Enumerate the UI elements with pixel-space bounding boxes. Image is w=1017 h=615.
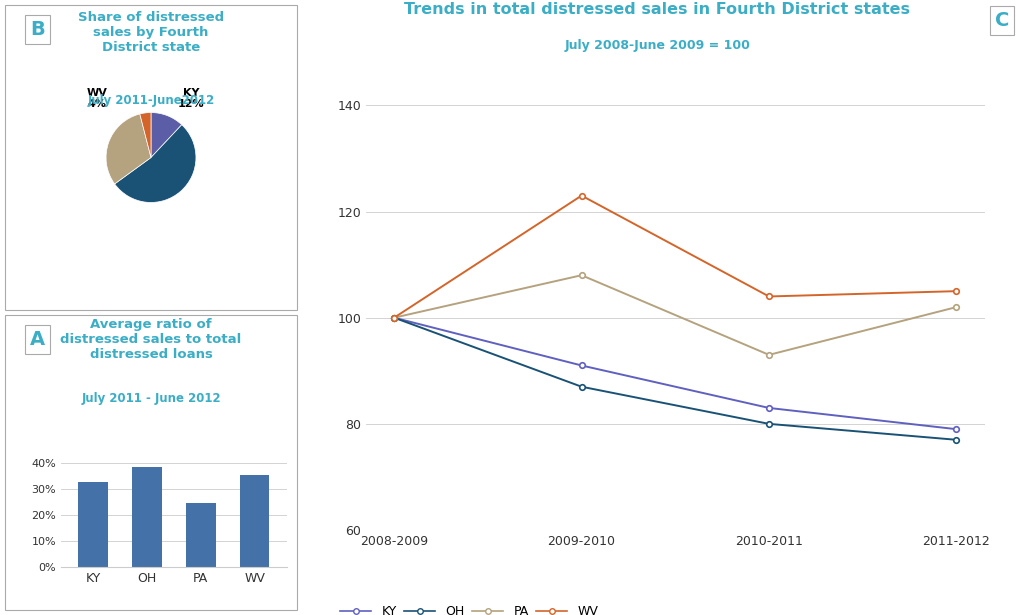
Text: WV
4%: WV 4% xyxy=(87,88,108,109)
Text: July 2011-June2012: July 2011-June2012 xyxy=(87,94,215,107)
Wedge shape xyxy=(151,113,182,157)
Text: OH
53%: OH 53% xyxy=(159,218,186,247)
Text: July 2008-June 2009 = 100: July 2008-June 2009 = 100 xyxy=(564,39,751,52)
Text: A: A xyxy=(29,330,45,349)
Wedge shape xyxy=(115,125,196,202)
Text: Share of distressed
sales by Fourth
District state: Share of distressed sales by Fourth Dist… xyxy=(78,11,224,54)
Text: Average ratio of
distressed sales to total
distressed loans: Average ratio of distressed sales to tot… xyxy=(60,318,242,361)
Text: KY
12%: KY 12% xyxy=(178,88,204,109)
Legend: KY, OH, PA, WV: KY, OH, PA, WV xyxy=(336,600,603,615)
Text: C: C xyxy=(995,11,1009,30)
Text: July 2011 - June 2012: July 2011 - June 2012 xyxy=(81,392,221,405)
Bar xyxy=(132,467,162,567)
Bar xyxy=(78,482,108,567)
Bar xyxy=(186,502,216,567)
Bar xyxy=(240,475,270,567)
Wedge shape xyxy=(139,113,151,157)
Wedge shape xyxy=(106,114,151,184)
Text: B: B xyxy=(31,20,45,39)
Text: Trends in total distressed sales in Fourth District states: Trends in total distressed sales in Four… xyxy=(405,2,910,17)
Text: PA
31%: PA 31% xyxy=(52,170,79,198)
